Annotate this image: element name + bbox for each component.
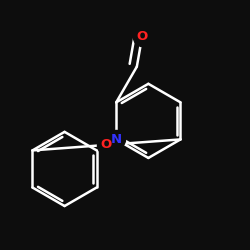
Text: O: O [101, 138, 112, 151]
Text: N: N [111, 133, 122, 146]
Text: O: O [136, 30, 148, 44]
